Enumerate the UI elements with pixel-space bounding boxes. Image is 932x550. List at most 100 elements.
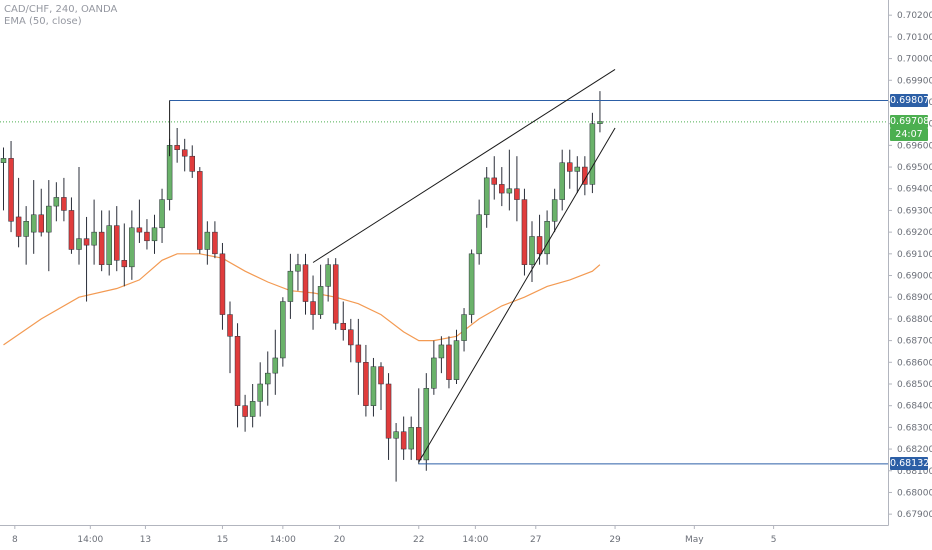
candle [106, 210, 112, 276]
wedge-upper-trendline[interactable] [312, 69, 616, 263]
chart-title: CAD/CHF, 240, OANDA [4, 4, 118, 15]
candle-body-bull [597, 121, 603, 124]
candle-body-bear [189, 155, 195, 172]
candle [325, 258, 331, 302]
candle [76, 167, 82, 265]
price-tick-label: 0.68100 [897, 467, 932, 477]
candle-body-bear [121, 260, 128, 268]
candle [408, 416, 414, 460]
candle [212, 221, 218, 259]
candle-body-bear [385, 383, 392, 439]
candle-body-bull [544, 221, 550, 255]
candle [227, 301, 233, 374]
candle [544, 210, 550, 265]
ema-layer [3, 253, 601, 346]
candle-body-bear [38, 214, 44, 233]
candle [400, 416, 407, 460]
candle [8, 141, 14, 233]
candle [385, 373, 392, 460]
candle-body-bear [144, 231, 150, 242]
candle [348, 318, 354, 363]
candle-body-bull [272, 357, 279, 374]
price-tick-label: 0.68500 [897, 380, 932, 390]
candle [363, 344, 369, 417]
candle [567, 149, 573, 189]
price-tick-label: 0.68900 [897, 293, 932, 303]
price-tick-label: 0.70200 [897, 11, 932, 21]
candle [332, 258, 339, 330]
candle [483, 167, 490, 228]
candle-body-bull [468, 253, 475, 315]
candle-body-bear [363, 362, 369, 406]
candle [499, 167, 505, 207]
price-tick-label: 0.69300 [897, 206, 932, 216]
candle [136, 199, 143, 243]
candle-body-bull [476, 214, 482, 255]
candle-body-bull [151, 227, 158, 242]
candle [438, 336, 445, 374]
price-tick-label: 0.68800 [897, 315, 932, 325]
time-tick-label: 14:00 [77, 535, 103, 545]
candle [461, 308, 467, 352]
candle-body-bear [332, 264, 339, 324]
price-tick-label: 0.69500 [897, 163, 932, 173]
price-tick-label: 0.68000 [897, 488, 932, 498]
candle-body-bull [76, 238, 82, 250]
candle [23, 206, 29, 265]
time-tick-label: May [685, 535, 704, 545]
candle [295, 253, 301, 291]
time-tick-label: 5 [771, 535, 777, 545]
candle-body-bull [453, 340, 460, 380]
candle-body-bear [136, 227, 143, 233]
ema-legend: EMA (50, close) [4, 16, 82, 27]
candle-body-bull [325, 264, 331, 287]
candle-body-bear [491, 177, 497, 185]
candle-body-bear [197, 171, 203, 250]
countdown-tag: 24:07 [890, 128, 928, 142]
candle [15, 177, 22, 248]
price-tick-label: 0.67900 [897, 510, 932, 520]
candle-body-bull [46, 205, 52, 233]
candle-body-bull [23, 221, 29, 237]
candle [181, 138, 188, 172]
candle-body-bear [219, 253, 226, 315]
candle [310, 275, 316, 330]
candle-body-bull [438, 344, 445, 359]
candle-body-bull [249, 401, 256, 417]
candle-body-bull [551, 199, 558, 222]
candle-body-bull [287, 270, 294, 302]
price-tick-label: 0.68400 [897, 402, 932, 412]
time-tick-label: 29 [609, 535, 621, 545]
price-tick-label: 0.69900 [897, 76, 932, 86]
time-tick-label: 20 [334, 535, 346, 545]
candle-body-bull [159, 199, 165, 229]
candle-body-bear [212, 231, 218, 255]
time-tick-label: 15 [217, 535, 228, 545]
candle [83, 216, 90, 302]
price-tick-label: 0.69100 [897, 250, 932, 260]
candle-body-bear [355, 344, 362, 363]
candle [416, 388, 422, 465]
drawings-layer[interactable] [0, 69, 888, 465]
wedge-lower-trendline[interactable] [418, 127, 616, 463]
candle-body-bear [514, 188, 520, 200]
candle-body-bear [234, 336, 241, 406]
candle [491, 156, 497, 200]
candle [219, 242, 226, 330]
price-tick-label: 0.68700 [897, 337, 932, 347]
candle [302, 253, 309, 315]
candle-body-bear [15, 216, 22, 237]
candle [370, 357, 377, 417]
candle [174, 127, 180, 163]
candle [38, 188, 44, 237]
candle-body-bull [483, 177, 490, 216]
price-tick-label: 0.69600 [897, 141, 932, 151]
candle-body-bear [98, 231, 105, 265]
price-tick-label: 0.68300 [897, 423, 932, 433]
candle-body-bear [521, 199, 528, 265]
candle-body-bull [265, 372, 271, 385]
candle [317, 264, 324, 319]
